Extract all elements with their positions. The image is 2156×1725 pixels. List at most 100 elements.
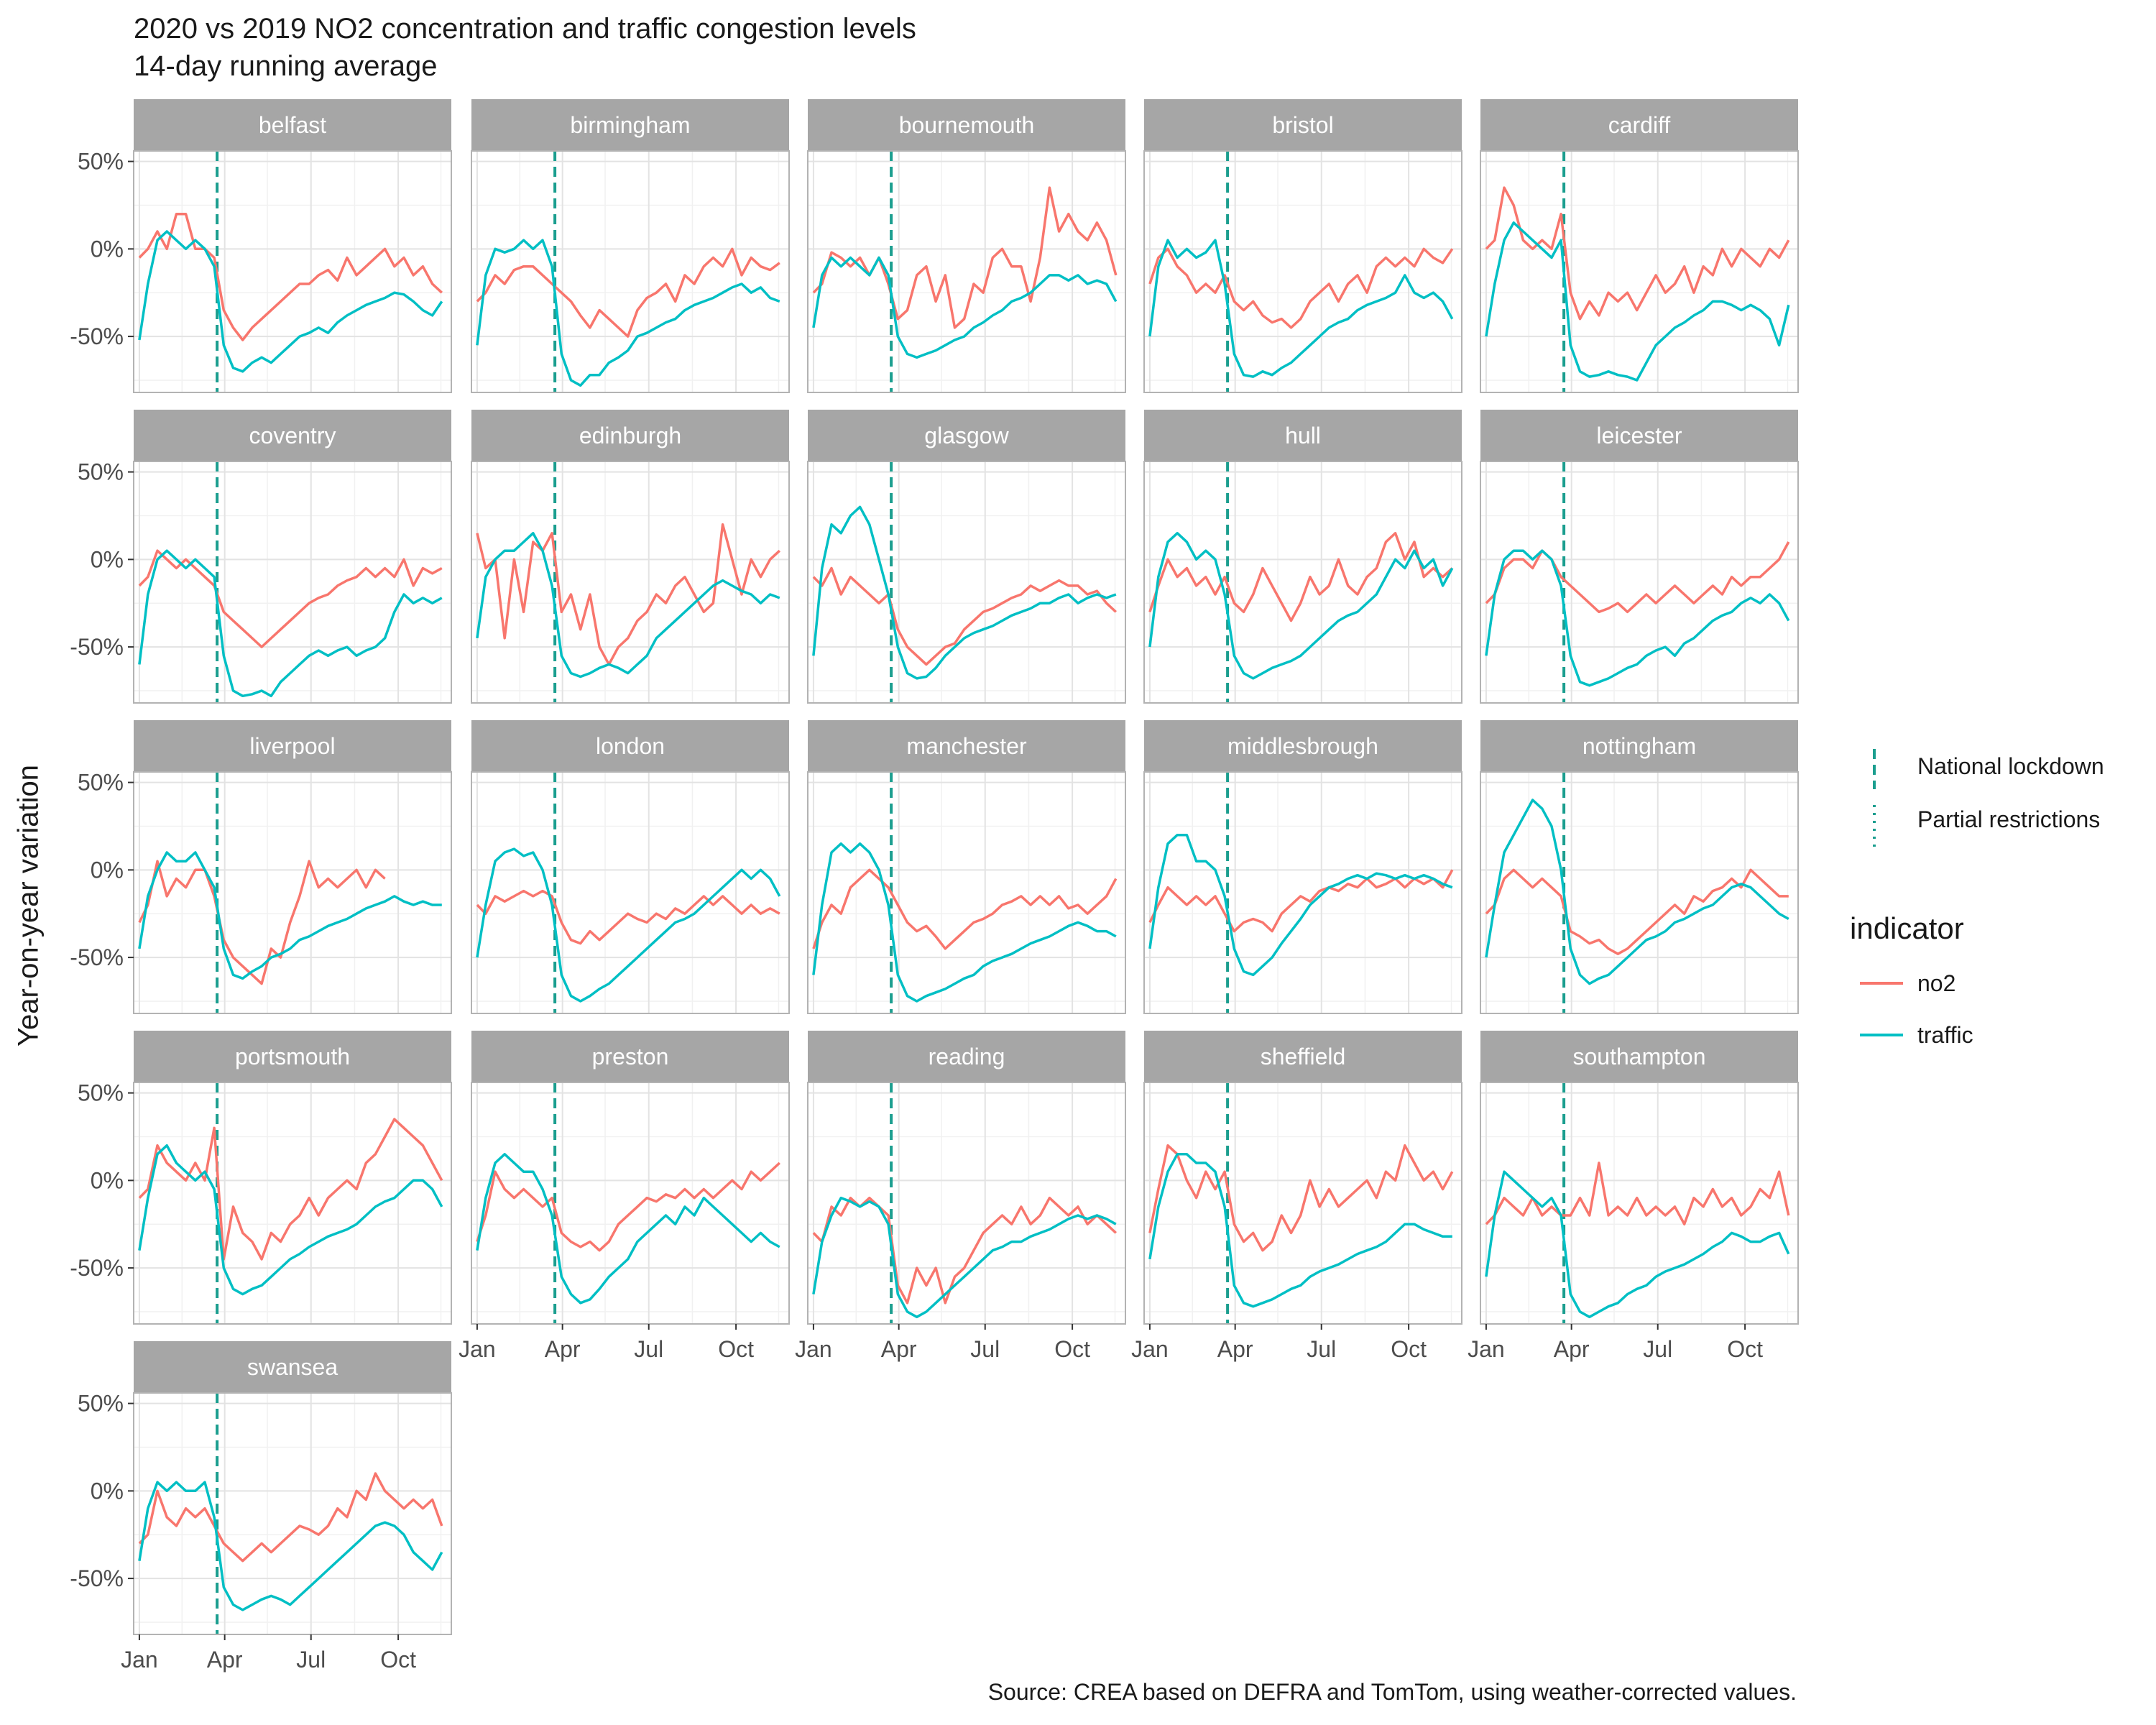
y-tick-label: 0% bbox=[91, 1478, 124, 1504]
y-tick-label: 0% bbox=[91, 236, 124, 262]
panel-title-reading: reading bbox=[929, 1044, 1005, 1070]
legend-no2-label: no2 bbox=[1917, 970, 1956, 996]
series-line-traffic bbox=[1148, 532, 1454, 680]
series-line-traffic bbox=[812, 256, 1118, 359]
panel-title-edinburgh: edinburgh bbox=[579, 423, 681, 448]
series-line-traffic bbox=[476, 847, 781, 1003]
y-tick-label: 0% bbox=[91, 546, 124, 572]
legend-partial-restrictions-label: Partial restrictions bbox=[1917, 806, 2101, 832]
y-tick-label: -50% bbox=[70, 634, 124, 660]
legend-lockdown-keys bbox=[1873, 749, 1876, 848]
panel-strip bbox=[471, 1031, 789, 1082]
panel-strip bbox=[1144, 720, 1462, 772]
series-line-no2 bbox=[138, 549, 443, 648]
y-tick-label: -50% bbox=[70, 1255, 124, 1281]
panel-border bbox=[1480, 1082, 1799, 1325]
x-tick-label: Jul bbox=[1643, 1336, 1672, 1362]
panel-strip bbox=[1480, 720, 1798, 772]
x-tick-label: Oct bbox=[1054, 1336, 1090, 1362]
panel-border bbox=[471, 150, 790, 393]
x-tick-label: Jul bbox=[970, 1336, 1000, 1362]
y-tick-label: 50% bbox=[78, 1080, 124, 1106]
panel-title-liverpool: liverpool bbox=[249, 733, 335, 759]
y-tick-label: 50% bbox=[78, 770, 124, 796]
series-line-no2 bbox=[476, 523, 780, 666]
panel-border bbox=[1143, 461, 1462, 704]
panel-border bbox=[1143, 150, 1462, 393]
x-tick-label: Jan bbox=[795, 1336, 832, 1362]
series-line-no2 bbox=[1148, 532, 1453, 622]
panel-background bbox=[1144, 151, 1462, 392]
y-tick-label: -50% bbox=[70, 1565, 124, 1591]
y-tick-label: 50% bbox=[78, 149, 124, 175]
panel-strip bbox=[134, 1341, 451, 1393]
source-caption: Source: CREA based on DEFRA and TomTom, … bbox=[987, 1679, 1797, 1705]
y-tick-label: -50% bbox=[70, 323, 124, 349]
y-tick-label: 50% bbox=[78, 459, 124, 485]
panel-title-portsmouth: portsmouth bbox=[235, 1044, 350, 1070]
panel-strip bbox=[1480, 1031, 1798, 1082]
panel-title-cardiff: cardiff bbox=[1608, 112, 1671, 138]
panel-strip bbox=[1480, 410, 1798, 461]
panel-strip bbox=[1144, 1031, 1462, 1082]
series-line-traffic bbox=[1148, 833, 1453, 977]
panel-strip bbox=[1144, 99, 1462, 151]
series-line-no2 bbox=[138, 212, 443, 341]
panel-strip bbox=[1144, 410, 1462, 461]
series-line-no2 bbox=[1485, 186, 1790, 321]
panel-background bbox=[471, 1082, 789, 1324]
panel-strip bbox=[471, 720, 789, 772]
series-line-traffic bbox=[476, 532, 780, 678]
series-line-no2 bbox=[812, 186, 1118, 329]
panel-title-southampton: southampton bbox=[1572, 1044, 1705, 1070]
series-line-no2 bbox=[812, 868, 1118, 950]
series-line-no2 bbox=[1148, 869, 1454, 933]
series-line-no2 bbox=[138, 860, 386, 985]
x-tick-label: Jul bbox=[634, 1336, 663, 1362]
chart-title: 2020 vs 2019 NO2 concentration and traff… bbox=[134, 13, 916, 45]
panel-border bbox=[1480, 150, 1799, 393]
x-tick-label: Apr bbox=[207, 1647, 243, 1673]
series-line-traffic bbox=[138, 1144, 443, 1296]
series-line-no2 bbox=[476, 889, 780, 945]
panel-border bbox=[471, 771, 790, 1014]
panel-strip bbox=[471, 410, 789, 461]
panel-border bbox=[1143, 771, 1462, 1014]
x-tick-label: Apr bbox=[545, 1336, 581, 1362]
panel-background bbox=[134, 151, 451, 392]
panel-background bbox=[134, 461, 451, 703]
x-tick-label: Apr bbox=[881, 1336, 917, 1362]
panel-background bbox=[134, 1393, 451, 1634]
legend-national-lockdown-label: National lockdown bbox=[1917, 753, 2104, 779]
panel-title-preston: preston bbox=[592, 1044, 669, 1070]
panel-title-bournemouth: bournemouth bbox=[899, 112, 1035, 138]
legend-traffic-label: traffic bbox=[1917, 1022, 1973, 1048]
x-tick-label: Jan bbox=[459, 1336, 496, 1362]
panel-border bbox=[133, 771, 452, 1014]
panel-strip bbox=[808, 1031, 1125, 1082]
series-line-traffic bbox=[812, 842, 1117, 1003]
legend-indicator-keys bbox=[1860, 982, 1903, 1036]
panel-border bbox=[807, 461, 1126, 704]
series-line-no2 bbox=[812, 566, 1117, 666]
panel-title-belfast: belfast bbox=[259, 112, 326, 138]
panel-border bbox=[807, 771, 1126, 1014]
panel-border bbox=[133, 1392, 452, 1635]
series-line-traffic bbox=[138, 1481, 443, 1611]
panel-title-middlesbrough: middlesbrough bbox=[1227, 733, 1378, 759]
y-tick-label: 0% bbox=[91, 1167, 124, 1193]
panel-background bbox=[808, 151, 1125, 392]
series-line-no2 bbox=[476, 247, 780, 338]
series-line-no2 bbox=[1148, 247, 1454, 329]
x-tick-label: Apr bbox=[1217, 1336, 1253, 1362]
panel-strip bbox=[134, 1031, 451, 1082]
panel-border bbox=[807, 150, 1126, 393]
series-line-traffic bbox=[476, 239, 780, 387]
series-line-no2 bbox=[138, 1472, 443, 1563]
panel-border bbox=[471, 1082, 790, 1325]
panel-strip bbox=[134, 720, 451, 772]
panel-background bbox=[1480, 461, 1798, 703]
panel-strip bbox=[1480, 99, 1798, 151]
panel-border bbox=[133, 150, 452, 393]
